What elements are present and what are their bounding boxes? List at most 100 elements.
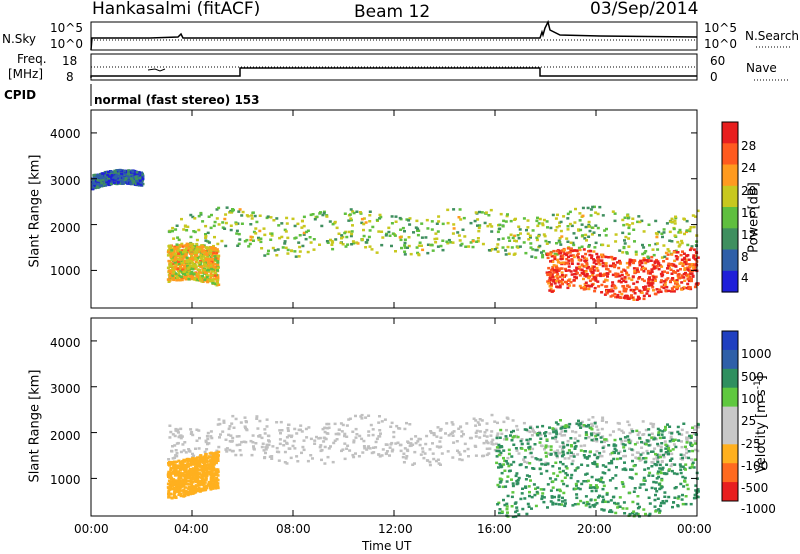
power-cell (407, 219, 411, 222)
velocity-cell (667, 445, 671, 448)
power-cell (114, 175, 118, 178)
velocity-cell (178, 481, 182, 484)
velocity-cell (585, 500, 589, 504)
velocity-cell (580, 482, 584, 486)
nsearch-tick-top: 10^5 (704, 21, 737, 35)
power-cell (168, 264, 172, 267)
power-cell (300, 226, 304, 229)
power-cell (437, 215, 441, 218)
velocity-cell (169, 477, 173, 480)
velocity-cell (186, 462, 190, 465)
velocity-cell (212, 463, 216, 466)
velocity-cell (530, 455, 534, 459)
power-cell (191, 215, 195, 219)
power-cell (297, 255, 301, 258)
power-cell (625, 271, 629, 274)
velocity-cell (662, 472, 666, 475)
power-cell (252, 230, 256, 234)
power-cell (518, 245, 522, 248)
velocity-cell (179, 485, 183, 488)
power-cell (213, 255, 217, 258)
power-cell (351, 240, 355, 243)
power-cell (368, 245, 372, 248)
velocity-cell (209, 430, 213, 433)
velocity-cell (641, 451, 645, 455)
power-cell (627, 237, 631, 240)
power-cell (664, 251, 668, 255)
velocity-cell (169, 475, 173, 479)
power-cell (204, 236, 208, 239)
velocity-cell (582, 424, 586, 427)
velocity-cell (561, 441, 565, 444)
power-cell (611, 273, 615, 277)
power-cell (189, 213, 193, 217)
power-cell (381, 236, 385, 239)
power-cell (417, 253, 421, 257)
power-cell (187, 264, 191, 267)
velocity-cell (586, 479, 590, 483)
velocity-cell (504, 485, 508, 488)
power-cell (112, 178, 116, 181)
velocity-cell (275, 421, 279, 424)
power-cell (688, 264, 692, 268)
velocity-cell (680, 433, 684, 436)
power-cell (181, 245, 185, 248)
power-cell (622, 223, 626, 227)
velocity-cell (575, 422, 579, 425)
velocity-cell (506, 475, 510, 478)
power-cell (120, 179, 124, 182)
power-cell (379, 215, 383, 219)
velocity-cell (528, 426, 532, 429)
velocity-cell (510, 478, 513, 481)
power-cell (634, 253, 638, 256)
velocity-cell (680, 428, 684, 432)
power-cell (625, 273, 629, 276)
power-cell (556, 279, 560, 283)
velocity-cell (326, 455, 330, 459)
power-cell (175, 243, 179, 246)
velocity-cell (467, 455, 470, 458)
power-cell (678, 262, 682, 265)
power-cell (669, 268, 673, 271)
velocity-cell (192, 459, 195, 462)
power-cell (613, 219, 617, 223)
power-cell (575, 271, 579, 275)
power-cell (194, 276, 197, 280)
power-cell (204, 257, 208, 260)
power-cell (585, 239, 588, 242)
velocity-cell (553, 450, 557, 454)
power-cell (283, 240, 287, 243)
power-cell (118, 168, 122, 172)
power-cell (194, 257, 198, 260)
velocity-cell (399, 449, 403, 453)
station-title: Hankasalmi (fitACF) (92, 0, 261, 19)
velocity-cell (635, 512, 639, 515)
power-cell (193, 267, 197, 270)
velocity-cell (179, 466, 183, 470)
power-cell (553, 268, 557, 272)
power-cell (351, 210, 355, 213)
vel-ytick-4000: 4000 (50, 336, 81, 350)
velocity-cell (485, 447, 489, 450)
power-cell (694, 254, 697, 257)
power-cell (208, 261, 212, 265)
velocity-cell (626, 420, 630, 423)
velocity-cell (642, 479, 646, 482)
velocity-cell (192, 487, 196, 491)
velocity-cell (171, 467, 175, 470)
power-cell (687, 285, 691, 289)
velocity-cell (505, 428, 508, 432)
power-cell (587, 225, 591, 228)
freq-label-1: Freq. (17, 52, 47, 66)
velocity-cell (205, 463, 209, 467)
power-cell (590, 283, 594, 286)
power-cell (544, 239, 548, 243)
velocity-cell (599, 480, 603, 483)
power-cell (659, 280, 663, 284)
power-cell (547, 282, 551, 285)
power-cell (217, 206, 221, 210)
power-cell (368, 210, 372, 213)
velocity-cell (602, 508, 606, 512)
power-cell (193, 217, 197, 220)
power-cell (224, 221, 228, 225)
